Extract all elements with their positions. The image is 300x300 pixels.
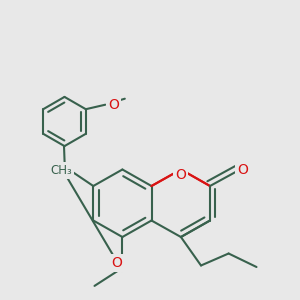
Text: O: O (108, 98, 119, 112)
Text: O: O (238, 164, 248, 177)
Text: CH₃: CH₃ (50, 164, 72, 177)
Text: O: O (176, 168, 186, 182)
Text: O: O (111, 256, 122, 270)
